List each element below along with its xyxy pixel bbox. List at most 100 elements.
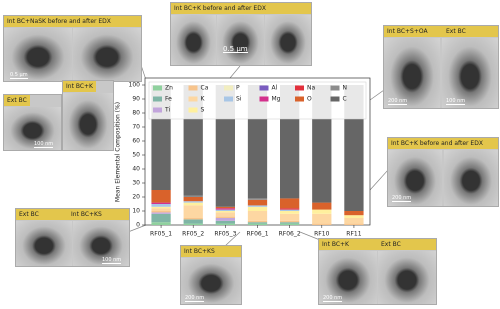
y-tick-label: 40 [132, 166, 140, 173]
legend-swatch [295, 85, 304, 91]
arrow [369, 89, 385, 101]
bar-segment [183, 223, 203, 225]
tem-panel: Ext BC Int BC+KS 100 nm [15, 208, 130, 267]
y-tick-label: 80 [132, 110, 140, 117]
bar-segment [215, 220, 235, 224]
tem-image [16, 221, 72, 266]
legend-swatch [259, 96, 269, 102]
x-tick-label: RF10 [314, 231, 329, 238]
y-tick-label: 100 [129, 82, 141, 89]
bar-segment [151, 212, 171, 214]
bar-segment [344, 211, 364, 216]
label-text: Ext BC [446, 28, 466, 35]
bar-segment [215, 208, 235, 210]
panel-label: Ext BC [4, 95, 30, 106]
legend-label: P [236, 85, 240, 92]
bar-segment [215, 211, 235, 213]
tem-image [319, 251, 377, 304]
legend-swatch [330, 85, 340, 91]
bar-segment [183, 205, 203, 218]
bar-segment [280, 222, 300, 224]
tem-panel: Int BC+NaSK before and after EDX 0.5 µm [3, 15, 142, 82]
y-tick-label: 90 [132, 96, 140, 103]
legend-swatch [188, 107, 198, 113]
tem-image [73, 28, 141, 81]
bar-segment [247, 199, 268, 206]
x-tick-label: RF05_3 [214, 231, 236, 238]
legend-label: Ca [201, 85, 209, 92]
legend-label: C [343, 96, 347, 103]
arrow [224, 231, 241, 247]
label-text: Ext BC [19, 211, 39, 218]
bar-segment [183, 197, 203, 202]
scale-bar: 0.5 µm [10, 72, 28, 79]
legend-swatch [224, 85, 233, 91]
x-tick-label: RF05_2 [182, 231, 204, 238]
y-axis-label: Mean Elemental Composition (%) [115, 102, 122, 202]
legend-label: N [343, 85, 348, 92]
bar-segment [151, 206, 171, 209]
bar-segment [183, 202, 203, 206]
tem-image [217, 15, 264, 65]
legend-swatch [188, 96, 198, 102]
bar-segment [215, 223, 235, 225]
panel-label: Int BC+KS [181, 246, 241, 257]
tem-image [388, 150, 442, 206]
bar-segment [247, 220, 268, 223]
legend-box [148, 81, 367, 120]
x-tick-label: RF06_2 [279, 231, 301, 238]
legend-swatch [295, 96, 304, 102]
scale-bar: 100 nm [446, 98, 466, 105]
panel-label: Int BC+K [63, 81, 96, 92]
bar-segment [247, 211, 268, 221]
bar-segment [183, 201, 203, 203]
legend-swatch [153, 85, 162, 91]
bar-segment [151, 222, 171, 225]
bar-segment [280, 211, 300, 214]
bar-segment [183, 218, 203, 220]
legend-swatch [153, 96, 162, 102]
bar-segment [344, 218, 364, 224]
label-text: Ext BC [381, 241, 401, 248]
tem-panel: Int BC+K [62, 80, 114, 151]
tem-panel: Int BC+K before and after EDX 200 nm [387, 137, 499, 207]
legend-label: Fe [165, 96, 172, 103]
bar-segment [183, 195, 203, 197]
bar-segment [312, 213, 332, 224]
arrow [369, 169, 389, 191]
legend: Zn Fe Ti Ca KS P Si Al Mg Na O NC [148, 81, 367, 120]
arrow [229, 65, 241, 79]
tem-image [4, 28, 72, 81]
tem-image [171, 15, 216, 65]
bar-segment [280, 208, 300, 210]
x-tick-label: RF06_1 [246, 231, 268, 238]
panel-label: Int BC+NaSK before and after EDX [4, 16, 141, 27]
tem-image [73, 221, 129, 266]
label-text: Int BC+KS [71, 211, 102, 218]
bar-segment [312, 209, 332, 214]
tem-panel: Int BC+K before and after EDX 0.5 µm [170, 2, 312, 66]
legend-label: S [201, 107, 205, 114]
scale-bar: 200 nm [388, 98, 408, 105]
panel-label: Ext BC Int BC+KS [16, 209, 129, 220]
scale-bar: 200 nm [185, 295, 205, 302]
y-tick-label: 50 [132, 152, 140, 159]
bar-segment [344, 215, 364, 218]
scale-bar: 100 nm [102, 257, 122, 264]
tem-image [384, 38, 440, 108]
legend-swatch [224, 96, 233, 102]
bar-segment [215, 206, 235, 209]
bar-segment [247, 205, 268, 207]
legend-label: K [201, 96, 206, 103]
bar-segment [151, 202, 171, 204]
label-text: Int BC+S+OA [387, 28, 428, 35]
tem-image [63, 93, 113, 150]
legend-swatch [153, 107, 162, 113]
tem-image [265, 15, 311, 65]
tem-image [444, 150, 498, 206]
bar-segment [151, 211, 171, 213]
bar-segment [215, 218, 235, 221]
legend-label: Na [307, 85, 315, 92]
tem-image [378, 251, 436, 304]
